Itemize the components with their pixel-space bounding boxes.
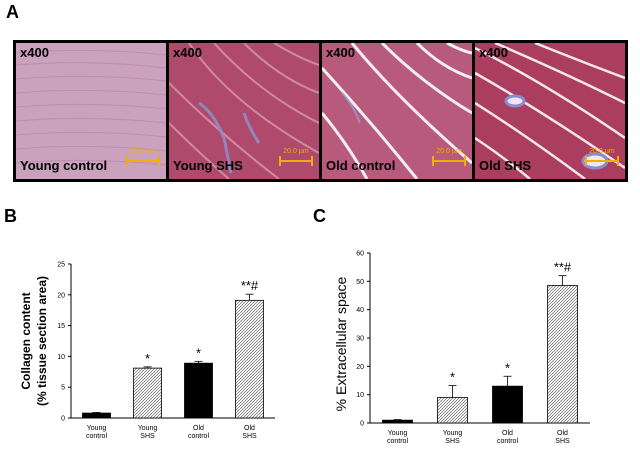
panel-c-label: C — [313, 206, 326, 226]
bar — [382, 419, 413, 424]
y-tick-label: 10 — [57, 354, 65, 361]
x-tick-label: control — [387, 438, 408, 445]
chart-c-plot: 0102030405060Youngcontrol*YoungSHS*Oldco… — [333, 251, 590, 445]
bar — [184, 362, 213, 419]
bar — [437, 397, 468, 424]
chart-b-svg: 0510152025Youngcontrol*YoungSHS*Oldcontr… — [19, 262, 275, 440]
y-tick-label: 0 — [61, 416, 65, 423]
y-axis-label: Collagen content — [19, 292, 33, 389]
condition-label: Young SHS — [173, 158, 243, 173]
x-tick-label: Old — [502, 430, 513, 437]
bar — [492, 385, 523, 424]
chart-c: 0 10 20 30 40 50 60 Young control * Young SHS * Old co… — [320, 240, 640, 451]
x-tick-label: Old — [244, 425, 255, 432]
chart-b-plot: 0510152025Youngcontrol*YoungSHS*Oldcontr… — [19, 262, 275, 440]
x-tick-label: SHS — [140, 433, 155, 440]
magnification-label: x400 — [479, 45, 508, 60]
x-tick-label: control — [86, 433, 107, 440]
x-tick-label: Young — [388, 430, 408, 437]
scale-bar-text: 20.0 µm — [436, 148, 462, 155]
micrograph-young-shs: x400 Young SHS 20.0 µm — [169, 43, 319, 179]
significance-marker: * — [145, 351, 150, 366]
significance-marker: * — [450, 370, 455, 385]
magnification-label: x400 — [173, 45, 202, 60]
bar — [547, 285, 578, 424]
x-tick-label: Young — [443, 430, 463, 437]
y-axis-label: (% tissue section area) — [35, 276, 49, 406]
x-tick-label: SHS — [555, 438, 570, 445]
panel-a-label: A — [6, 2, 19, 22]
scale-bar: 20.0 µm — [432, 148, 466, 170]
micrograph-image — [475, 43, 625, 179]
magnification-label: x400 — [326, 45, 355, 60]
condition-label: Old control — [326, 158, 396, 173]
condition-label: Old SHS — [479, 158, 532, 173]
micrograph-image — [322, 43, 472, 179]
significance-marker: **# — [554, 260, 572, 275]
y-tick-label: 15 — [57, 323, 65, 330]
y-tick-label: 10 — [356, 392, 364, 399]
y-axis-label: % Extracellular space — [333, 276, 349, 411]
x-tick-label: Old — [193, 425, 204, 432]
y-tick-label: 40 — [356, 307, 364, 314]
scale-bar-text: 20.0 µm — [589, 148, 615, 155]
micrograph-old-shs: x400 Old SHS 20.0 µm — [475, 43, 625, 179]
bar — [133, 367, 162, 419]
y-tick-label: 20 — [356, 364, 364, 371]
condition-label: Young control — [20, 158, 108, 173]
scale-bar: 20.0 µm — [126, 148, 160, 170]
x-tick-label: control — [497, 438, 518, 445]
chart-c-svg: 0102030405060Youngcontrol*YoungSHS*Oldco… — [333, 251, 590, 445]
y-tick-label: 20 — [57, 292, 65, 299]
y-tick-label: 50 — [356, 279, 364, 286]
y-tick-label: 30 — [356, 336, 364, 343]
scale-bar: 20.0 µm — [585, 148, 619, 170]
micrograph-old-control: x400 Old control 20.0 µm — [322, 43, 472, 179]
x-tick-label: Old — [557, 430, 568, 437]
micrograph-image — [16, 43, 166, 179]
bar — [82, 412, 111, 419]
significance-marker: * — [196, 345, 201, 360]
y-tick-label: 60 — [356, 251, 364, 258]
x-tick-label: Young — [138, 425, 158, 432]
x-tick-label: SHS — [445, 438, 460, 445]
bar — [235, 299, 264, 419]
scale-bar-text: 20.0 µm — [283, 148, 309, 155]
x-tick-label: SHS — [242, 433, 257, 440]
micrograph-young-control: x400 Young control 20.0 µm — [16, 43, 166, 179]
y-tick-label: 5 — [61, 385, 65, 392]
y-tick-label: 25 — [57, 262, 65, 269]
y-tick-label: 0 — [360, 421, 364, 428]
micrograph-strip: x400 Young control 20.0 µm x400 Young SH… — [13, 40, 628, 182]
micrograph-image — [169, 43, 319, 179]
chart-b: 0 5 10 15 20 25 Young control * Young SHS * Old contr… — [0, 250, 300, 450]
magnification-label: x400 — [20, 45, 49, 60]
x-tick-label: control — [188, 433, 209, 440]
panel-b-label: B — [4, 206, 17, 226]
scale-bar-text: 20.0 µm — [130, 148, 156, 155]
scale-bar: 20.0 µm — [279, 148, 313, 170]
significance-marker: **# — [241, 278, 259, 293]
x-tick-label: Young — [87, 425, 107, 432]
significance-marker: * — [505, 360, 510, 375]
